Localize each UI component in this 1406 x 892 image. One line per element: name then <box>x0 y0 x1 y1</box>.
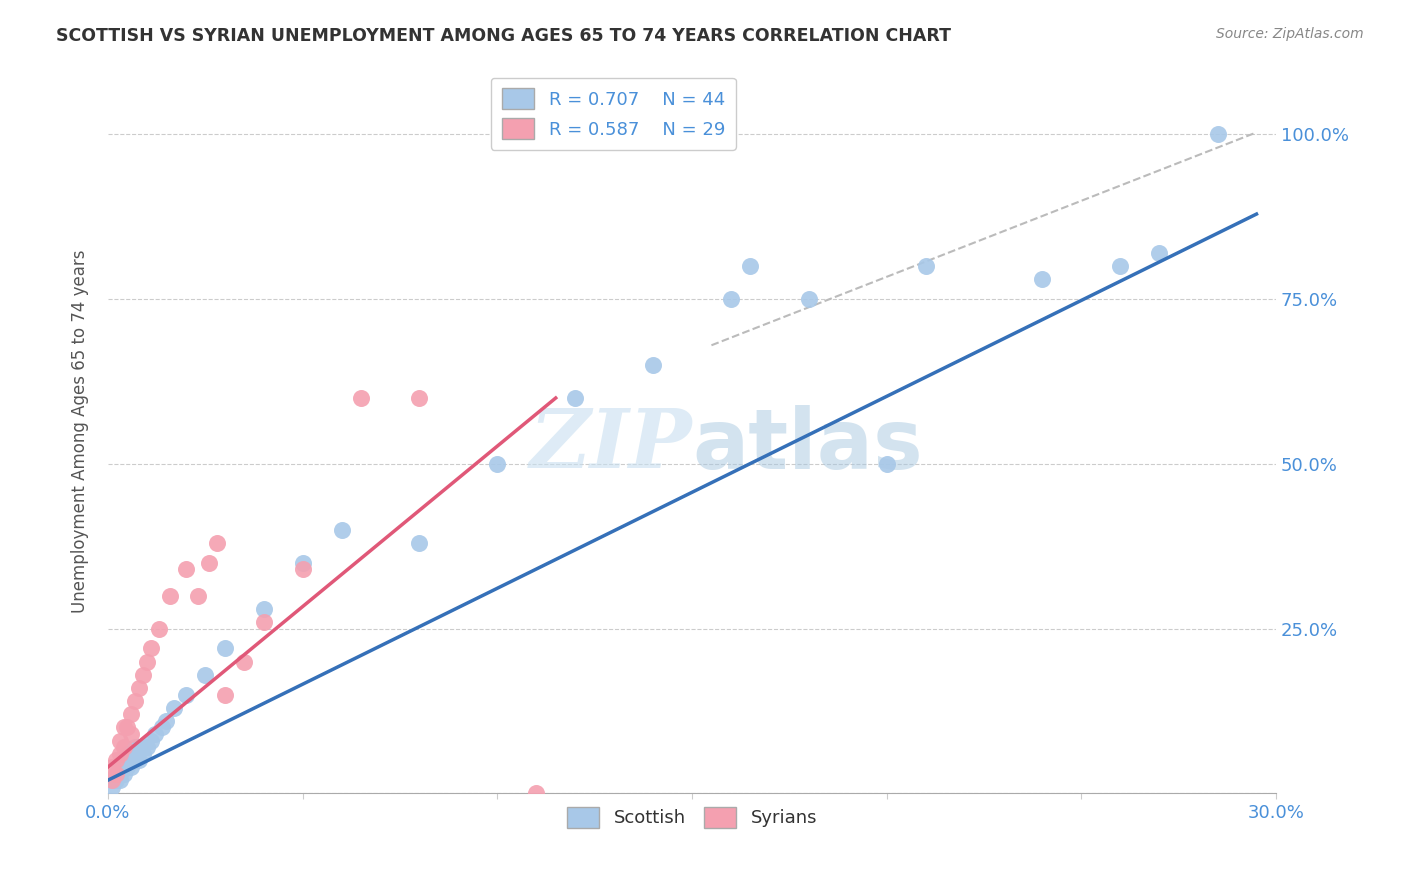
Point <box>641 358 664 372</box>
Point <box>132 747 155 761</box>
Point <box>159 589 181 603</box>
Point <box>1109 259 1132 273</box>
Point <box>408 391 430 405</box>
Point <box>139 733 162 747</box>
Point <box>101 760 124 774</box>
Point <box>350 391 373 405</box>
Point <box>108 773 131 788</box>
Point <box>1147 246 1170 260</box>
Point <box>486 457 509 471</box>
Point <box>155 714 177 728</box>
Point <box>214 641 236 656</box>
Point <box>139 641 162 656</box>
Point <box>120 727 142 741</box>
Point <box>233 655 256 669</box>
Point <box>117 721 139 735</box>
Point <box>128 740 150 755</box>
Point <box>174 562 197 576</box>
Text: SCOTTISH VS SYRIAN UNEMPLOYMENT AMONG AGES 65 TO 74 YEARS CORRELATION CHART: SCOTTISH VS SYRIAN UNEMPLOYMENT AMONG AG… <box>56 27 952 45</box>
Point <box>117 760 139 774</box>
Point <box>108 733 131 747</box>
Point <box>253 602 276 616</box>
Point <box>1206 128 1229 142</box>
Point <box>214 688 236 702</box>
Legend: Scottish, Syrians: Scottish, Syrians <box>560 800 824 835</box>
Point <box>117 753 139 767</box>
Point <box>104 753 127 767</box>
Text: ZIP: ZIP <box>529 406 692 485</box>
Point <box>330 523 353 537</box>
Point <box>1031 272 1053 286</box>
Point <box>128 681 150 695</box>
Point <box>124 740 146 755</box>
Point <box>524 786 547 800</box>
Point <box>148 622 170 636</box>
Point <box>291 556 314 570</box>
Point <box>124 694 146 708</box>
Point <box>108 760 131 774</box>
Point <box>135 740 157 755</box>
Point <box>101 773 124 788</box>
Y-axis label: Unemployment Among Ages 65 to 74 years: Unemployment Among Ages 65 to 74 years <box>72 249 89 613</box>
Point <box>163 700 186 714</box>
Point <box>128 753 150 767</box>
Point <box>135 655 157 669</box>
Point <box>740 259 762 273</box>
Point <box>112 753 135 767</box>
Text: Source: ZipAtlas.com: Source: ZipAtlas.com <box>1216 27 1364 41</box>
Point <box>914 259 936 273</box>
Point <box>101 780 124 794</box>
Point <box>194 667 217 681</box>
Point <box>104 766 127 780</box>
Point <box>291 562 314 576</box>
Point <box>564 391 586 405</box>
Point <box>112 740 135 755</box>
Point <box>253 615 276 629</box>
Point <box>205 536 228 550</box>
Point <box>174 688 197 702</box>
Point <box>101 773 124 788</box>
Point <box>108 766 131 780</box>
Point <box>797 292 820 306</box>
Point <box>408 536 430 550</box>
Point <box>108 747 131 761</box>
Point <box>120 747 142 761</box>
Point <box>720 292 742 306</box>
Point <box>104 766 127 780</box>
Point <box>198 556 221 570</box>
Point <box>876 457 898 471</box>
Point <box>143 727 166 741</box>
Point <box>117 747 139 761</box>
Text: atlas: atlas <box>692 405 922 486</box>
Point <box>120 760 142 774</box>
Point <box>186 589 208 603</box>
Point <box>104 773 127 788</box>
Point <box>124 753 146 767</box>
Point <box>112 721 135 735</box>
Point <box>112 766 135 780</box>
Point <box>132 667 155 681</box>
Point <box>152 721 174 735</box>
Point <box>120 707 142 722</box>
